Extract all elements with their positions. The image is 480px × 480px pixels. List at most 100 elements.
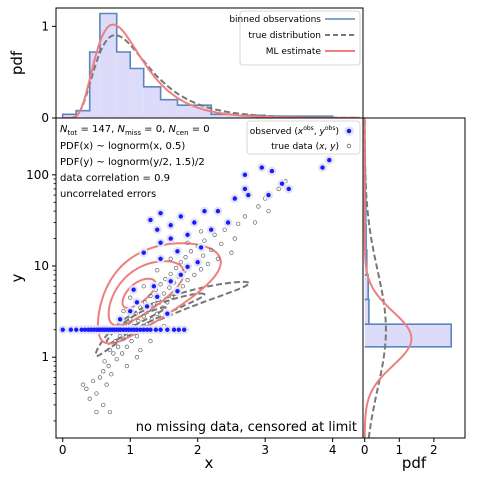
observed-point [60,327,65,332]
true-data-point [215,256,221,261]
top-legend: binned observations true distribution ML… [229,10,361,66]
right-x-tick-label-2: 2 [430,443,438,457]
observed-point [215,208,221,214]
true-data-point [148,338,153,344]
observed-point [151,284,157,289]
x-tick-label-3: 3 [261,443,269,457]
true-data-point [138,347,143,353]
info-pdf-y: PDF(y) ~ lognorm(y/2, 1.5)/2 [60,157,205,168]
true-data-point [155,311,160,316]
true-data-point [94,391,99,396]
legend-observed: observed (xobs, yobs) [250,125,339,137]
true-data-point [111,351,116,356]
true-data-point [101,369,106,374]
true-data-point [198,267,204,272]
true-data-point [192,272,197,278]
observed-point [68,327,74,332]
observed-point [286,186,291,192]
observed-point [144,327,150,332]
observed-point [155,294,160,299]
observed-point [327,157,332,163]
true-data-point [222,227,227,232]
true-data-point [141,284,146,289]
top-marginal-panel: 01 pdf binned observations true distribu… [8,7,364,125]
true-data-point [124,363,129,369]
true-data-point [188,249,194,254]
observed-point [208,227,214,232]
y-tick-label-1: 10 [34,259,49,273]
observed-point [175,288,180,294]
true-data-point [87,396,92,401]
observed-point [168,279,173,284]
main-scatter-panel: 0 1 2 3 4 1 10 100 x y Ntot = 147, Nmiss = 0, … [8,117,364,472]
observed-point [158,327,163,332]
top-hist-bar-6 [143,86,161,118]
true-data-point [90,378,96,384]
observed-point [225,220,231,225]
legend-observed-marker [346,128,352,134]
true-data-point [136,318,141,324]
true-data-point [149,317,154,322]
true-data-point [121,336,126,341]
main-y-axis: 1 10 100 [26,168,56,422]
true-data-point [151,302,156,307]
true-data-point [219,241,224,247]
main-legend-box [246,120,361,155]
observed-point [158,256,163,261]
true-data-point [200,253,206,258]
observed-point [155,227,160,232]
ml-estimate-contour-2 [107,260,185,327]
observed-point [192,220,197,225]
true-data-point [169,294,175,299]
observed-point [134,327,140,332]
legend-true-data: true data (x, y) [271,142,339,152]
true-data-point [80,382,86,387]
observed-point [259,165,264,170]
observed-point [79,327,84,332]
legend-true-distribution: true distribution [248,31,321,41]
true-data-point [94,409,99,415]
observed-point [242,186,248,192]
true-data-point [167,285,172,290]
true-data-point [134,334,140,339]
true-data-point [232,236,237,241]
observed-point [246,192,251,198]
right-hist-bar-1 [364,299,369,325]
true-data-point [129,338,134,344]
top-y-tick-label-1: 1 [41,19,49,33]
top-y-axis: 01 [41,19,56,125]
true-data-point [114,357,119,362]
true-data-point [276,186,281,192]
true-data-point [121,308,126,314]
observed-point [74,327,79,332]
true-data-point [107,409,113,415]
top-hist-bar-9 [211,114,239,118]
observed-point [82,327,88,332]
main-y-axis-title: y [8,273,26,282]
true-data-point [173,265,179,271]
true-data-point [109,372,114,377]
true-data-point [115,344,121,349]
top-hist-bar-7 [160,99,178,118]
observed-point [138,327,143,332]
true-data-point [128,295,133,300]
observed-point [198,245,204,250]
observed-point [144,304,150,309]
true-data-point [202,238,207,243]
right-true-distribution-curve [363,118,387,438]
top-hist-bar-3 [99,13,117,118]
legend-true-data-marker [346,143,352,149]
true-data-point [134,355,140,360]
right-x-tick-label-0: 0 [361,443,369,457]
observed-point [134,300,140,305]
true-data-point [97,375,103,380]
main-x-axis-title: x [205,454,214,472]
true-data-point [141,314,146,319]
ml-estimate-contour-3 [121,277,157,309]
true-data-point [266,208,271,214]
observed-point [181,327,187,332]
true-data-point [117,334,123,339]
info-counts: Ntot = 147, Nmiss = 0, Ncen = 0 [60,124,210,137]
observed-point [153,327,159,332]
observed-point [141,250,146,255]
